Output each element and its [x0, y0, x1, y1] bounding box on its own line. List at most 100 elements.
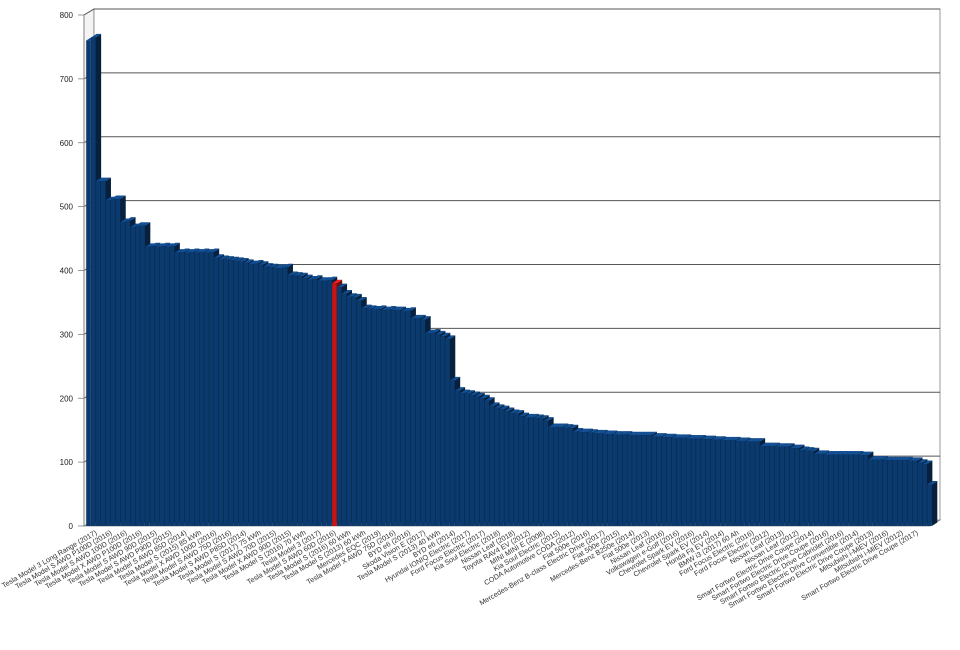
- bar-top: [253, 259, 264, 264]
- bar-top: [661, 433, 672, 438]
- bar-top: [474, 392, 485, 397]
- bar-front: [302, 278, 308, 526]
- bar-front: [641, 435, 647, 526]
- bar-front: [710, 439, 716, 526]
- bar-front: [278, 267, 283, 526]
- bar-top: [268, 263, 279, 268]
- bar-front: [371, 309, 377, 526]
- bar-side: [931, 480, 938, 526]
- bar-front: [902, 460, 908, 526]
- bar-front: [499, 409, 504, 526]
- bar-front: [361, 308, 367, 526]
- bar-front: [159, 246, 165, 527]
- bar-front: [209, 251, 214, 526]
- bar-front: [91, 37, 96, 526]
- bar-top: [543, 417, 554, 421]
- y-tick-label: 500: [60, 203, 74, 212]
- bar-top: [730, 436, 741, 441]
- bar-top: [701, 435, 712, 440]
- bar-top: [312, 275, 323, 279]
- bar-front: [474, 396, 480, 526]
- bar-top: [435, 330, 446, 335]
- bar-front: [174, 252, 180, 527]
- bar-front: [661, 437, 667, 526]
- bar-front: [273, 267, 278, 526]
- bar-front: [764, 446, 770, 526]
- bar-front: [760, 446, 765, 526]
- bar-front: [632, 435, 637, 526]
- bar-top: [676, 434, 687, 438]
- bar-front: [848, 454, 854, 526]
- bar-front: [538, 418, 544, 526]
- bar-front: [568, 428, 573, 526]
- bar-top: [125, 217, 136, 221]
- bar-top: [789, 444, 800, 449]
- bar-front: [410, 318, 416, 526]
- bar-top: [843, 450, 854, 455]
- bar-front: [637, 435, 642, 526]
- bar-front: [656, 436, 662, 526]
- bar-top: [838, 450, 849, 455]
- bar-top: [617, 431, 628, 435]
- bar-top: [558, 423, 569, 427]
- bar-front: [696, 438, 701, 526]
- bar-front: [917, 462, 922, 526]
- bar-top: [194, 249, 205, 253]
- bar-front: [553, 426, 558, 526]
- bar-front: [155, 246, 160, 526]
- bar-top: [174, 249, 185, 253]
- bar-front: [907, 460, 913, 526]
- bar-top: [779, 443, 790, 447]
- bar-top: [317, 277, 328, 281]
- bar-top: [233, 257, 244, 261]
- bar-front: [868, 459, 873, 526]
- bar-top: [878, 456, 889, 460]
- bar-top: [297, 272, 308, 277]
- bar-front: [479, 398, 485, 526]
- bar-front: [602, 434, 608, 526]
- bar-front: [750, 441, 755, 526]
- bar-top: [602, 430, 613, 435]
- bar-front: [120, 221, 126, 526]
- bar-front: [317, 280, 322, 526]
- bar-front: [248, 264, 254, 526]
- bar-front: [489, 405, 495, 526]
- y-tick-label: 700: [60, 75, 74, 84]
- bar-top: [91, 33, 102, 38]
- bar-top: [651, 433, 662, 437]
- bar-top: [912, 457, 923, 461]
- bar-front: [450, 380, 455, 526]
- y-tick-label: 100: [60, 458, 74, 467]
- bar-front: [582, 432, 588, 526]
- bar-top: [809, 447, 820, 452]
- bar-top: [223, 256, 234, 260]
- bar-front: [346, 296, 352, 526]
- bar-front: [691, 438, 696, 526]
- bar-top: [214, 254, 225, 258]
- bar-top: [386, 305, 397, 310]
- bar-top: [420, 316, 431, 320]
- bar-top: [204, 249, 215, 253]
- bar-top: [755, 438, 766, 442]
- bar-top: [853, 450, 864, 455]
- bar-top: [322, 277, 333, 281]
- bar-top: [499, 405, 510, 410]
- bar-top: [760, 442, 771, 447]
- bar-front: [292, 275, 298, 526]
- bar-front: [282, 267, 288, 526]
- bar-front: [769, 446, 775, 526]
- bar-top: [351, 293, 362, 298]
- bar-top: [445, 335, 456, 339]
- bar-top: [548, 423, 559, 427]
- bar-top: [666, 433, 677, 438]
- bar-front: [627, 435, 632, 526]
- bar-front: [563, 427, 568, 526]
- bar-front: [258, 264, 263, 526]
- bar-front: [464, 393, 470, 526]
- bar-front: [686, 438, 691, 526]
- bar-top: [528, 413, 539, 418]
- bar-front: [356, 300, 362, 526]
- bar-front: [523, 417, 529, 526]
- bar-front: [455, 390, 460, 526]
- bar-front: [396, 310, 401, 526]
